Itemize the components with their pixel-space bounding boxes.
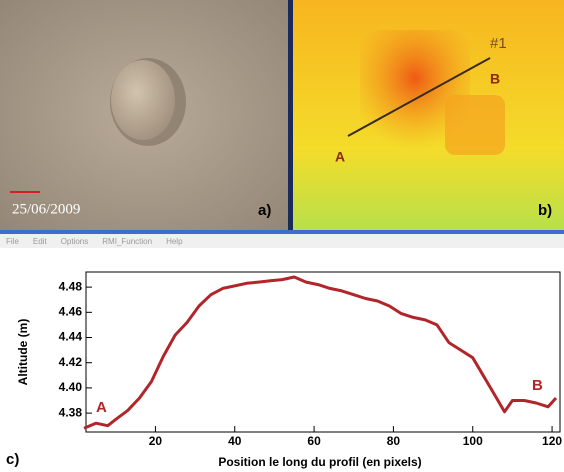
menu: File Edit Options RMI_Function Help [6, 237, 183, 246]
panel-label: b) [538, 202, 552, 219]
menu-item: Edit [33, 237, 48, 246]
x-tick-label: 80 [387, 434, 401, 448]
profile-line [83, 275, 558, 430]
y-tick-label: 4.46 [59, 304, 83, 318]
profile-label: #1 [490, 35, 507, 52]
y-tick-label: 4.40 [59, 380, 83, 394]
y-tick-label: 4.44 [59, 330, 83, 344]
profile-line [347, 57, 491, 137]
panel-label: c) [6, 451, 19, 468]
menu-item: Options [61, 237, 89, 246]
y-tick-label: 4.48 [59, 279, 83, 293]
point-b: B [490, 71, 500, 87]
x-tick-label: 100 [463, 434, 483, 448]
mound [111, 60, 175, 140]
annotation: A [96, 399, 107, 416]
x-tick-label: 40 [228, 434, 242, 448]
menu-item: Help [166, 237, 183, 246]
plot-frame [85, 271, 561, 433]
panel-label: a) [258, 202, 271, 219]
y-tick-label: 4.42 [59, 355, 83, 369]
y-tick-label: 4.38 [59, 405, 83, 419]
x-tick-label: 120 [542, 434, 562, 448]
annotation: B [532, 377, 543, 394]
x-axis-label: Position le long du profil (en pixels) [218, 455, 421, 469]
y-axis-label: Altitude (m) [16, 319, 30, 386]
menu-item: RMI_Function [102, 237, 152, 246]
x-tick-label: 20 [149, 434, 163, 448]
x-tick-label: 60 [307, 434, 321, 448]
divider [288, 0, 293, 230]
menu-item: File [6, 237, 19, 246]
hot-zone [360, 30, 470, 150]
menu-bar [0, 234, 564, 248]
point-a: A [335, 149, 345, 165]
warm-zone [445, 95, 505, 155]
window-border [0, 230, 564, 234]
date: 25/06/2009 [12, 201, 80, 217]
